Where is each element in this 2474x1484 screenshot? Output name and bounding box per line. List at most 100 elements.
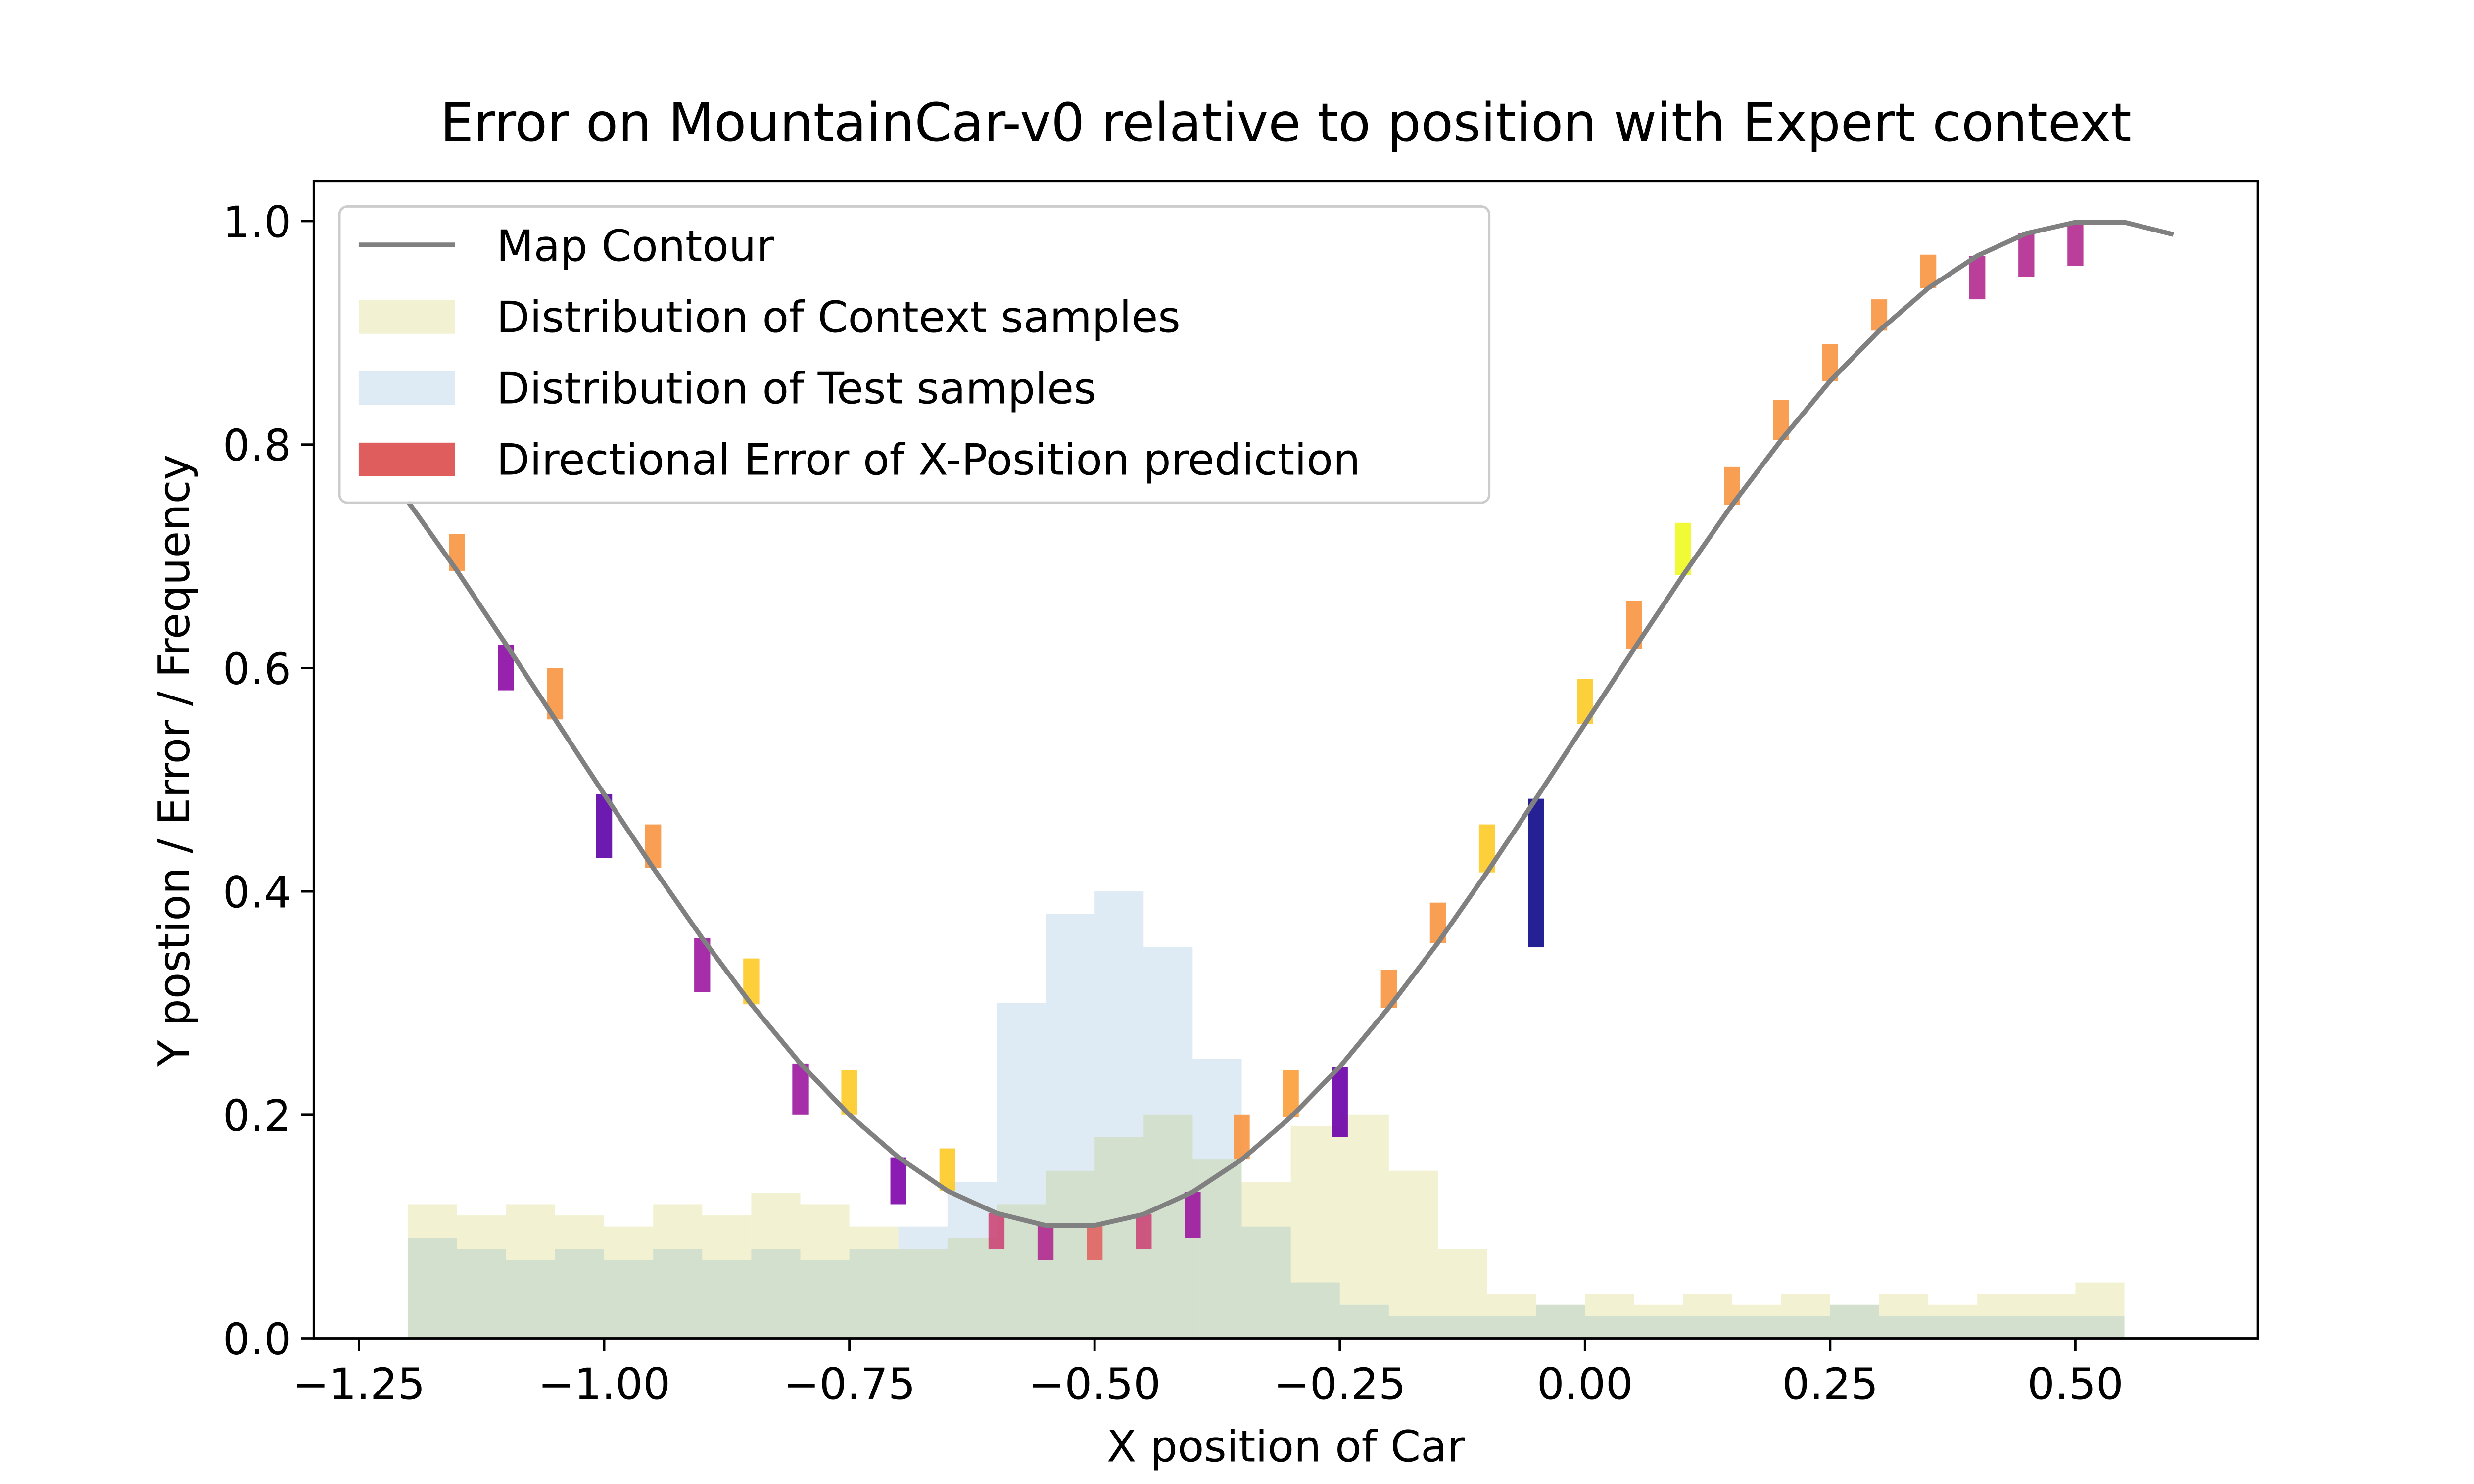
legend-label: Map Contour	[496, 221, 774, 272]
histogram-bar	[1928, 1316, 1978, 1339]
histogram-bar	[506, 1204, 555, 1339]
histogram-bar	[1536, 1304, 1585, 1339]
x-tick-label: −0.25	[1274, 1359, 1406, 1409]
histogram-bar	[2026, 1294, 2076, 1339]
legend-label: Distribution of Context samples	[496, 292, 1181, 343]
histogram-bar	[849, 1226, 899, 1339]
x-tick-label: 0.00	[1537, 1359, 1633, 1409]
histogram-bar	[506, 1260, 555, 1339]
histogram-bar	[1241, 1182, 1291, 1339]
histogram-bar	[1388, 1170, 1438, 1339]
x-tick-label: 0.50	[2027, 1359, 2124, 1409]
histogram-bar	[751, 1193, 801, 1339]
histogram-bar	[1732, 1316, 1781, 1339]
histogram-bar	[947, 1182, 997, 1339]
histogram-bar	[996, 1003, 1046, 1339]
histogram-bar	[898, 1226, 948, 1339]
y-tick-label: 0.0	[223, 1314, 291, 1365]
histogram-bar	[408, 1204, 457, 1339]
x-tick-label: −0.75	[783, 1359, 916, 1409]
histogram-bar	[1388, 1316, 1438, 1339]
histogram-bar	[555, 1215, 605, 1339]
histogram-bar	[1977, 1294, 2027, 1339]
histogram-bar	[702, 1215, 752, 1339]
histogram-bar	[2075, 1282, 2125, 1339]
histogram-bar	[1094, 891, 1144, 1339]
histogram-bar	[1634, 1316, 1683, 1339]
histogram-bar	[1487, 1294, 1536, 1339]
error-bar	[1332, 1067, 1348, 1137]
histogram-bar	[1830, 1304, 1879, 1339]
y-tick-label: 0.8	[223, 420, 291, 471]
histogram-bar	[1046, 1170, 1095, 1339]
plot-frame	[312, 180, 2259, 1340]
legend-label: Directional Error of X-Position predicti…	[496, 435, 1360, 485]
histogram-bar	[1928, 1304, 1978, 1339]
y-tick-label: 1.0	[223, 197, 291, 247]
histogram-bar	[1046, 914, 1095, 1339]
legend-patch	[358, 371, 455, 405]
histogram-bar	[1437, 1249, 1487, 1339]
histogram-bar	[1339, 1114, 1389, 1339]
histogram-bar	[1879, 1316, 1929, 1339]
histogram-bar	[800, 1204, 850, 1339]
error-bar	[890, 1157, 906, 1205]
x-tick-label: −1.25	[293, 1359, 426, 1409]
histogram-bar	[1192, 1059, 1242, 1339]
chart-title: Error on MountainCar-v0 relative to posi…	[440, 93, 2132, 154]
histogram-bar	[1437, 1316, 1487, 1339]
x-tick-label: −1.00	[538, 1359, 670, 1409]
x-axis-label: X position of Car	[1107, 1422, 1465, 1472]
x-tick-label: −0.50	[1028, 1359, 1161, 1409]
histogram-bar	[702, 1260, 752, 1339]
histogram-bar	[604, 1260, 654, 1339]
histogram-bar	[1634, 1304, 1683, 1339]
histogram-bar	[898, 1249, 948, 1339]
y-tick-label: 0.2	[223, 1091, 291, 1141]
y-tick-label: 0.4	[223, 867, 291, 918]
histogram-bar	[1732, 1304, 1781, 1339]
histogram-bar	[604, 1226, 654, 1339]
histogram-bar	[1339, 1304, 1389, 1339]
histogram-bar	[849, 1249, 899, 1339]
histogram-bar	[996, 1204, 1046, 1339]
histogram-bar	[800, 1260, 850, 1339]
error-bar	[1185, 1192, 1201, 1238]
histogram-bar	[555, 1249, 605, 1339]
x-tick-label: 0.25	[1782, 1359, 1879, 1409]
legend-label: Distribution of Test samples	[496, 364, 1096, 414]
histogram-bar	[653, 1249, 703, 1339]
histogram-bar	[1830, 1304, 1879, 1339]
error-bar	[1136, 1214, 1152, 1249]
error-bar	[988, 1213, 1005, 1249]
histogram-bar	[1290, 1282, 1340, 1339]
histogram-bar	[457, 1249, 506, 1339]
histogram-bar	[1585, 1316, 1634, 1339]
histogram-bar	[1585, 1294, 1634, 1339]
histogram-bar	[2026, 1316, 2076, 1339]
histogram-bar	[1879, 1294, 1929, 1339]
histogram-bar	[457, 1215, 506, 1339]
histogram-bar	[1977, 1316, 2027, 1339]
histogram-bar	[1143, 1114, 1193, 1339]
histogram-bar	[1536, 1304, 1585, 1339]
error-bar	[1086, 1225, 1103, 1260]
histogram-bar	[1487, 1316, 1536, 1339]
error-bar	[1969, 256, 1986, 300]
legend-patch	[358, 300, 455, 334]
legend-patch	[358, 442, 455, 476]
error-bar	[2067, 222, 2084, 266]
histogram-bar	[2075, 1316, 2125, 1339]
error-bar	[2018, 233, 2035, 277]
histogram-bar	[947, 1238, 997, 1339]
histogram-bar	[751, 1249, 801, 1339]
histogram-bar	[1241, 1226, 1291, 1339]
histogram-bar	[1683, 1294, 1732, 1339]
histogram-bar	[1143, 947, 1193, 1339]
histogram-bar	[1781, 1316, 1830, 1339]
y-axis-label: Y postion / Error / Frequency	[149, 455, 199, 1067]
error-bar	[939, 1148, 956, 1191]
legend-box	[338, 205, 1491, 504]
histogram-bar	[1094, 1137, 1144, 1339]
